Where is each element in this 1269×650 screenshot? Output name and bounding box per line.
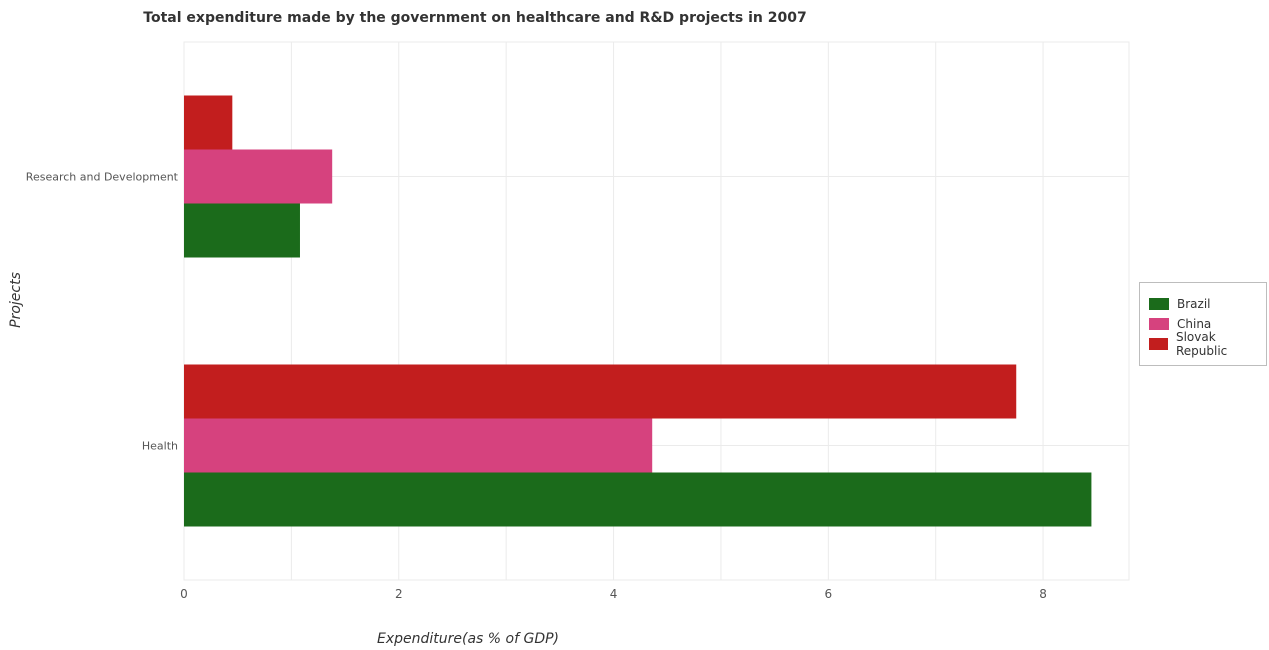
legend: Brazil China Slovak Republic bbox=[1139, 282, 1267, 366]
bar-slovak-republic bbox=[184, 364, 1017, 419]
legend-item-brazil: Brazil bbox=[1149, 294, 1266, 314]
bar-brazil bbox=[184, 203, 300, 258]
legend-item-slovak-republic: Slovak Republic bbox=[1149, 330, 1266, 358]
legend-label-brazil: Brazil bbox=[1177, 297, 1211, 311]
legend-item-china: China bbox=[1149, 314, 1266, 334]
bar-china bbox=[184, 149, 333, 204]
x-tick-label: 0 bbox=[180, 587, 188, 601]
legend-label-china: China bbox=[1177, 317, 1212, 331]
bar-slovak-republic bbox=[184, 95, 233, 150]
legend-label-slovak-republic: Slovak Republic bbox=[1175, 330, 1228, 358]
y-axis-label: Projects bbox=[8, 272, 24, 328]
x-tick-label: 6 bbox=[824, 587, 832, 601]
y-tick-label: Research and Development bbox=[26, 171, 179, 184]
legend-swatch-brazil bbox=[1149, 298, 1169, 310]
bar-china bbox=[184, 418, 653, 473]
bar-brazil bbox=[184, 472, 1092, 527]
axes: 0 2 4 6 8 Health Research and Development bbox=[26, 171, 1047, 602]
y-tick-label: Health bbox=[142, 440, 178, 453]
x-tick-label: 2 bbox=[395, 587, 403, 601]
legend-swatch-slovak-republic bbox=[1149, 338, 1168, 350]
x-tick-label: 4 bbox=[610, 587, 618, 601]
x-axis-label: Expenditure(as % of GDP) bbox=[377, 631, 559, 647]
chart-title: Total expenditure made by the government… bbox=[143, 10, 807, 26]
legend-swatch-china bbox=[1149, 318, 1169, 330]
x-tick-label: 8 bbox=[1039, 587, 1047, 601]
bars bbox=[184, 95, 1092, 527]
grid bbox=[183, 41, 1130, 581]
